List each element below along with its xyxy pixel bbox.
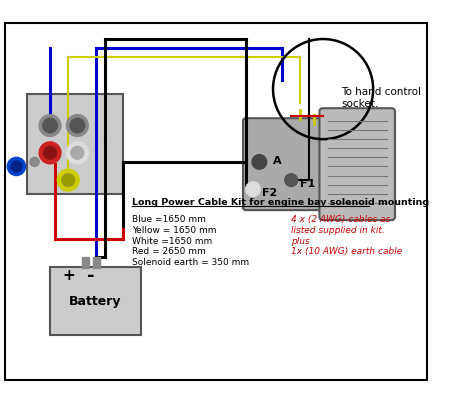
Text: 1x (10 AWG) earth cable: 1x (10 AWG) earth cable xyxy=(291,247,402,256)
Circle shape xyxy=(70,118,85,133)
Text: A: A xyxy=(273,156,282,166)
Circle shape xyxy=(44,146,56,159)
Text: Solenoid earth = 350 mm: Solenoid earth = 350 mm xyxy=(132,258,249,267)
Circle shape xyxy=(246,182,260,197)
Circle shape xyxy=(62,174,74,187)
Circle shape xyxy=(39,114,61,137)
FancyBboxPatch shape xyxy=(319,108,395,220)
Bar xyxy=(27,93,123,194)
Circle shape xyxy=(43,118,57,133)
Circle shape xyxy=(66,114,88,137)
Text: 4 x (2 AWG) cables as: 4 x (2 AWG) cables as xyxy=(291,215,391,224)
Circle shape xyxy=(30,157,39,166)
Text: F1: F1 xyxy=(301,179,316,189)
Text: F2: F2 xyxy=(262,188,277,198)
Text: Battery: Battery xyxy=(69,295,122,307)
Circle shape xyxy=(7,157,26,176)
Circle shape xyxy=(57,169,79,191)
Circle shape xyxy=(285,174,298,187)
Text: Blue =1650 mm: Blue =1650 mm xyxy=(132,215,206,224)
Text: plus: plus xyxy=(291,237,310,245)
Circle shape xyxy=(71,146,84,159)
Bar xyxy=(50,266,141,335)
Text: Yellow = 1650 mm: Yellow = 1650 mm xyxy=(132,226,217,235)
Circle shape xyxy=(11,161,22,172)
Text: To hand control
socket.: To hand control socket. xyxy=(341,87,421,109)
Text: +: + xyxy=(62,268,74,283)
Text: White =1650 mm: White =1650 mm xyxy=(132,237,212,245)
Text: -: - xyxy=(87,267,95,285)
Circle shape xyxy=(39,142,61,164)
Bar xyxy=(82,258,89,268)
Text: Red = 2650 mm: Red = 2650 mm xyxy=(132,247,206,256)
FancyBboxPatch shape xyxy=(243,118,330,210)
Bar xyxy=(93,258,100,268)
Circle shape xyxy=(66,142,88,164)
Circle shape xyxy=(252,155,267,169)
Text: listed supplied in kit.: listed supplied in kit. xyxy=(291,226,385,235)
Text: Long Power Cable Kit for engine bay solenoid mounting: Long Power Cable Kit for engine bay sole… xyxy=(132,198,429,207)
